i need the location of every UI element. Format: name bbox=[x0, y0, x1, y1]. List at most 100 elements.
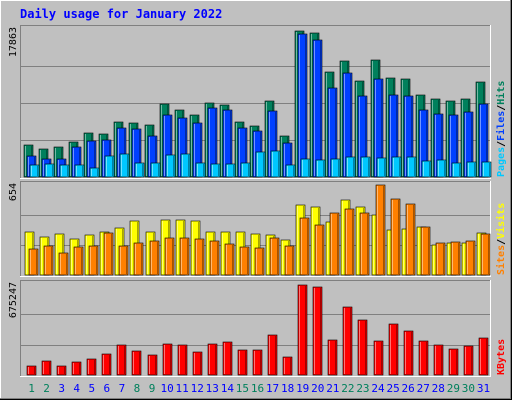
day-label-14: 14 bbox=[221, 382, 235, 395]
bar-fill bbox=[448, 348, 459, 376]
bar-fill bbox=[391, 156, 402, 178]
bar-fill bbox=[133, 242, 144, 276]
day-label-6: 6 bbox=[104, 382, 111, 395]
legend-entry: Files bbox=[495, 111, 507, 141]
bar-fill bbox=[300, 158, 311, 178]
bar-fill bbox=[390, 198, 401, 276]
bar-fill bbox=[74, 164, 85, 178]
bar-fill bbox=[433, 344, 444, 376]
bar-fill bbox=[297, 284, 308, 376]
bar-fill bbox=[403, 330, 414, 376]
bar-fill bbox=[269, 237, 280, 276]
bar-pages-day-4 bbox=[74, 164, 85, 178]
bar-fill bbox=[195, 162, 206, 178]
bar-fill bbox=[149, 240, 160, 276]
bar-fill bbox=[41, 360, 52, 376]
bar-fill bbox=[344, 208, 355, 276]
bar-pages-day-25 bbox=[391, 156, 402, 178]
bar-fill bbox=[284, 245, 295, 276]
day-label-17: 17 bbox=[266, 382, 279, 395]
day-label-28: 28 bbox=[432, 382, 445, 395]
bar-fill bbox=[209, 240, 220, 276]
bar-kbytes-day-6 bbox=[101, 353, 112, 376]
bar-sites-day-28 bbox=[435, 242, 446, 276]
bar-kbytes-day-1 bbox=[26, 365, 37, 376]
bar-pages-day-5 bbox=[89, 167, 100, 178]
bar-kbytes-day-8 bbox=[131, 350, 142, 376]
legend-entry: Pages bbox=[496, 147, 507, 177]
bar-fill bbox=[373, 340, 384, 376]
bar-kbytes-day-2 bbox=[41, 360, 52, 376]
bar-fill bbox=[451, 162, 462, 178]
bar-pages-day-1 bbox=[29, 164, 40, 178]
bar-kbytes-day-30 bbox=[463, 345, 474, 376]
bar-pages-day-17 bbox=[270, 150, 281, 178]
bar-kbytes-day-19 bbox=[297, 284, 308, 376]
bar-fill bbox=[285, 164, 296, 178]
day-label-12: 12 bbox=[191, 382, 204, 395]
bar-fill bbox=[134, 162, 145, 178]
legend-entry: KBytes bbox=[496, 339, 507, 375]
bar-fill bbox=[26, 365, 37, 376]
bar-fill bbox=[44, 163, 55, 178]
bar-fill bbox=[116, 344, 127, 376]
bar-fill bbox=[375, 184, 386, 276]
bar-files-day-19 bbox=[297, 33, 308, 178]
bar-pages-day-30 bbox=[466, 161, 477, 178]
bar-fill bbox=[252, 349, 263, 376]
bar-pages-day-22 bbox=[345, 156, 356, 178]
bar-pages-day-7 bbox=[119, 153, 130, 178]
bar-pages-day-8 bbox=[134, 162, 145, 178]
day-label-4: 4 bbox=[73, 382, 80, 395]
bar-fill bbox=[255, 151, 266, 178]
bar-kbytes-day-27 bbox=[418, 340, 429, 376]
day-label-30: 30 bbox=[462, 382, 475, 395]
bar-pages-day-9 bbox=[150, 162, 161, 178]
bar-sites-day-14 bbox=[224, 243, 235, 276]
bar-fill bbox=[147, 354, 158, 376]
day-label-18: 18 bbox=[281, 382, 294, 395]
bar-fill bbox=[150, 162, 161, 178]
bar-pages-day-27 bbox=[421, 160, 432, 178]
bar-fill bbox=[360, 156, 371, 178]
bar-fill bbox=[43, 245, 54, 276]
bar-sites-day-16 bbox=[254, 247, 265, 276]
day-label-3: 3 bbox=[58, 382, 65, 395]
bar-fill bbox=[357, 319, 368, 376]
panel-kbytes-legend: KBytes bbox=[496, 339, 507, 375]
day-labels: 1 2 3 4 5 6 7 8 9 10 11 12 13 14 15 16 17 18 19 20 21 22 23 24 2… bbox=[28, 382, 490, 395]
bar-pages-day-29 bbox=[451, 162, 462, 178]
bar-fill bbox=[164, 237, 175, 276]
bar-sites-day-20 bbox=[314, 224, 325, 276]
bar-fill bbox=[119, 153, 130, 178]
bar-kbytes-day-23 bbox=[357, 319, 368, 376]
bar-fill bbox=[86, 358, 97, 376]
bar-sites-day-10 bbox=[164, 237, 175, 276]
day-label-31: 31 bbox=[477, 382, 490, 395]
bar-sites-day-27 bbox=[420, 226, 431, 276]
bar-fill bbox=[239, 246, 250, 276]
bar-fill bbox=[254, 247, 265, 276]
bar-sites-day-4 bbox=[73, 246, 84, 276]
day-label-5: 5 bbox=[88, 382, 95, 395]
bar-sites-day-25 bbox=[390, 198, 401, 276]
bar-fill bbox=[194, 238, 205, 276]
bar-fill bbox=[345, 156, 356, 178]
day-label-1: 1 bbox=[28, 382, 35, 395]
bar-fill bbox=[463, 345, 474, 376]
bar-sites-day-6 bbox=[103, 232, 114, 276]
day-label-29: 29 bbox=[447, 382, 460, 395]
bar-kbytes-day-16 bbox=[252, 349, 263, 376]
bar-sites-day-23 bbox=[359, 212, 370, 276]
bar-fill bbox=[405, 203, 416, 276]
bar-fill bbox=[71, 361, 82, 376]
bar-sites-day-18 bbox=[284, 245, 295, 276]
bar-pages-day-24 bbox=[376, 157, 387, 178]
bar-sites-day-3 bbox=[58, 252, 69, 276]
bar-sites-day-24 bbox=[375, 184, 386, 276]
bar-sites-day-11 bbox=[179, 237, 190, 276]
bar-fill bbox=[327, 339, 338, 376]
bar-kbytes-day-20 bbox=[312, 286, 323, 376]
bar-kbytes-day-29 bbox=[448, 348, 459, 376]
